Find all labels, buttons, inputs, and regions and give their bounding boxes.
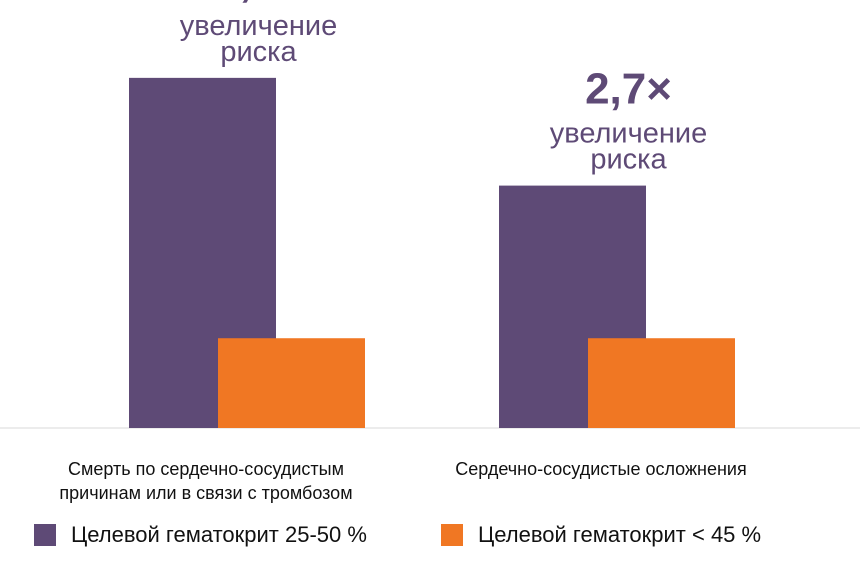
legend: Целевой гематокрит 25-50 % Целевой гемато… [34,522,761,547]
legend-label-2: Целевой гематокрит < 45 % [478,522,761,547]
bars-group [129,77,735,428]
category-label-2-1: Сердечно-сосудистые осложнения [455,459,746,479]
category-labels-group: Смерть по сердечно-сосудистым причинам ил… [59,459,746,503]
category-label-1-2: причинам или в связи с тромбозом [59,483,352,503]
annotation-text-2-1: увеличение [550,118,707,150]
annotation-value-1: 3,9× [215,0,302,6]
legend-swatch-2 [441,524,463,546]
annotation-text-1-1: увеличение [180,10,337,42]
bar-secondary-2 [588,338,735,428]
legend-swatch-1 [34,524,56,546]
legend-label-1: Целевой гематокрит 25-50 % [71,522,367,547]
annotation-text-1-2: риска [220,36,297,68]
category-label-1-1: Смерть по сердечно-сосудистым [68,459,344,479]
annotation-value-2: 2,7× [585,65,672,114]
annotation-text-2-2: риска [590,144,667,176]
bar-secondary-1 [218,338,365,428]
